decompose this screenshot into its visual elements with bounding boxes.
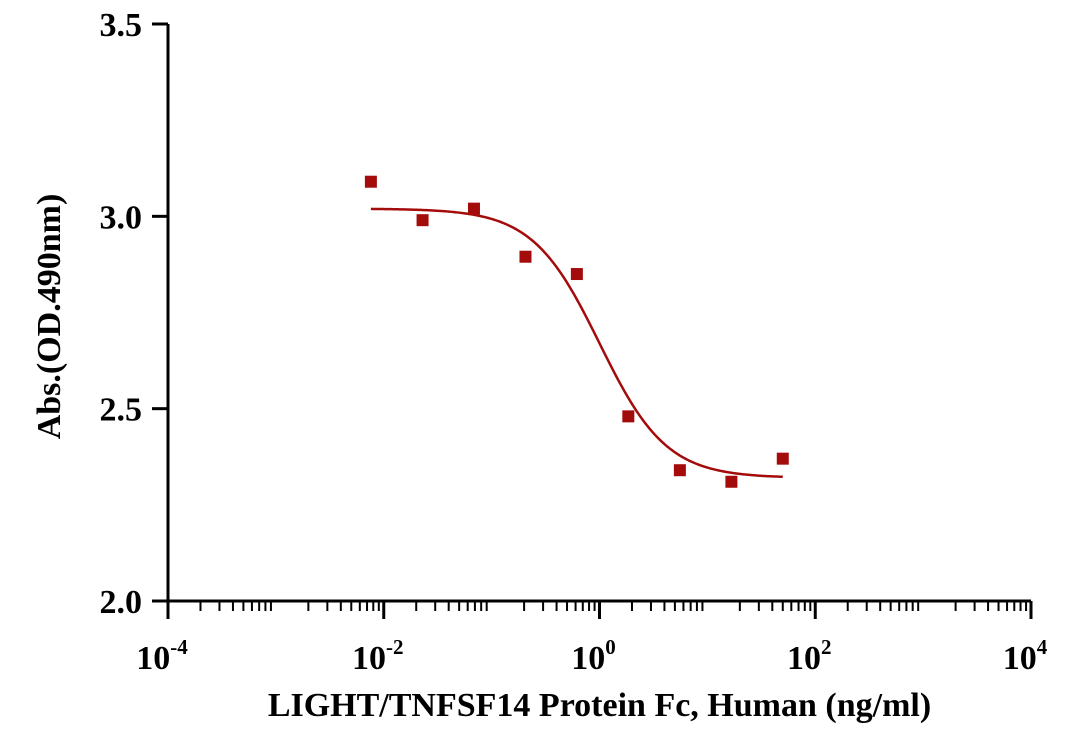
data-point (622, 410, 635, 423)
data-point (519, 250, 532, 263)
fit-curve (370, 207, 783, 479)
data-point (467, 202, 480, 215)
axes (166, 24, 1031, 603)
ticks (152, 22, 1033, 619)
x-tick-label: 10-4 (136, 635, 188, 677)
y-tick-label: 3.0 (100, 199, 143, 236)
data-point (570, 268, 583, 281)
data-point (725, 475, 738, 488)
data-point (416, 214, 429, 227)
y-tick-label: 3.5 (100, 7, 143, 44)
tick-labels: 2.0 2.5 3.0 3.5 10-4 10-2 100 102 104 (100, 7, 1048, 677)
y-tick-label: 2.5 (100, 392, 143, 429)
y-axis-title: Abs.(OD.490nm) (31, 194, 68, 440)
x-tick-label: 102 (787, 635, 832, 677)
data-point (776, 452, 789, 465)
x-axis-title: LIGHT/TNFSF14 Protein Fc, Human (ng/ml) (268, 687, 931, 724)
data-points (364, 175, 789, 488)
x-tick-label: 10-2 (352, 635, 404, 677)
data-point (364, 175, 377, 188)
x-tick-label: 104 (1003, 635, 1048, 677)
x-tick-label: 100 (571, 635, 616, 677)
data-point (673, 464, 686, 477)
y-tick-label: 2.0 (100, 584, 143, 621)
